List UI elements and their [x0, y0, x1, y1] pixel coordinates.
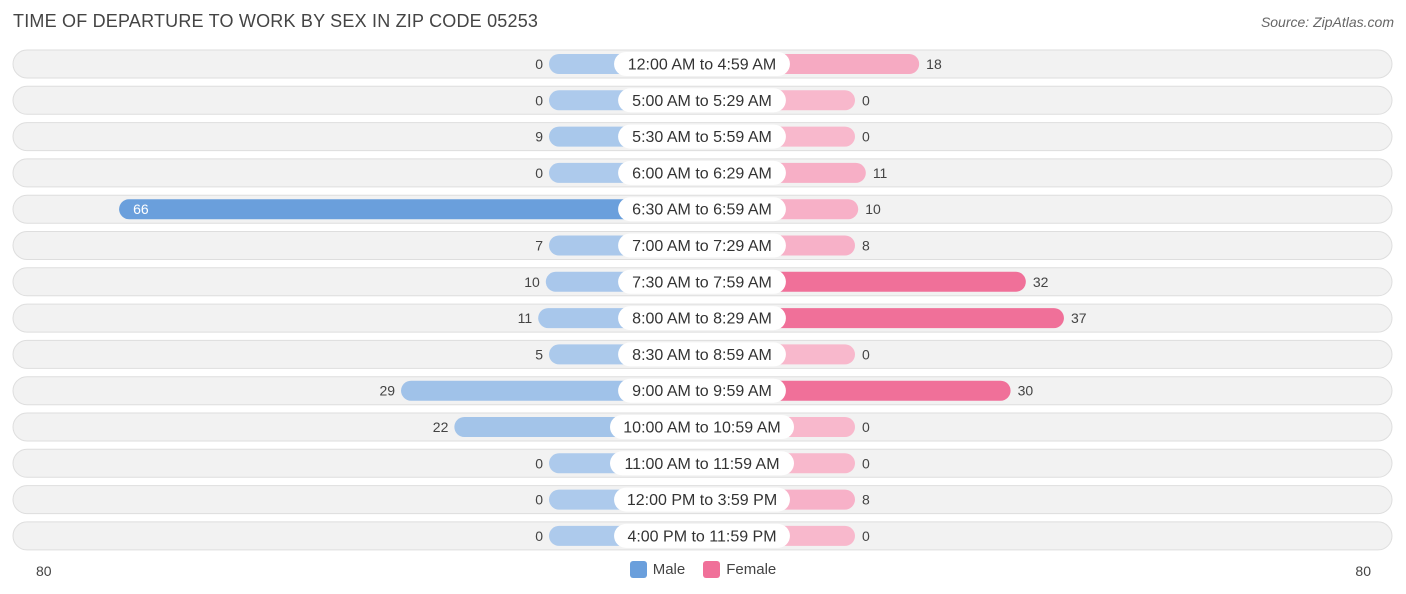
legend-item-female: Female — [703, 561, 776, 578]
category-label-background — [610, 415, 794, 439]
category-label: 6:30 AM to 6:59 AM — [632, 202, 772, 219]
data-label-female: 30 — [1018, 383, 1034, 399]
data-label-male: 0 — [535, 455, 543, 471]
legend-label-male: Male — [652, 561, 686, 578]
category-label-background — [614, 523, 790, 548]
data-label-male: 5 — [535, 346, 543, 362]
data-label-male: 0 — [535, 92, 543, 108]
data-label-female: 18 — [926, 56, 942, 72]
axis-right-label: 80 — [1355, 563, 1371, 579]
data-label-male: 29 — [379, 383, 395, 399]
data-label-male: 0 — [535, 492, 543, 508]
data-label-male: 7 — [535, 238, 543, 254]
category-label-background — [618, 197, 786, 222]
category-label: 12:00 PM to 3:59 PM — [627, 492, 777, 509]
category-label: 8:00 AM to 8:29 AM — [632, 311, 772, 328]
data-label-male: 22 — [433, 419, 449, 435]
data-label-female: 0 — [862, 346, 870, 362]
category-label: 9:00 AM to 9:59 AM — [632, 383, 772, 400]
category-label: 6:00 AM to 6:29 AM — [632, 165, 772, 182]
category-label-background — [618, 306, 786, 331]
data-label-male: 9 — [535, 129, 543, 145]
category-label-background — [618, 160, 786, 185]
data-label-male: 11 — [518, 310, 533, 326]
data-label-female: 11 — [873, 165, 888, 181]
data-label-male: 0 — [535, 528, 543, 544]
category-label-background — [614, 52, 790, 76]
data-label-male: 10 — [524, 274, 540, 290]
axis-left-label: 80 — [36, 563, 52, 579]
legend-label-female: Female — [726, 561, 777, 578]
data-label-female: 0 — [862, 528, 870, 544]
data-label-female: 0 — [862, 419, 870, 435]
data-label-female: 8 — [862, 492, 870, 508]
data-label-female: 8 — [862, 238, 870, 254]
legend: Male Female — [0, 561, 1406, 578]
category-label-background — [618, 88, 786, 113]
data-label-female: 10 — [865, 201, 881, 217]
bar-female — [702, 308, 1064, 329]
category-label: 8:30 AM to 8:59 AM — [632, 347, 772, 364]
category-label-background — [618, 378, 786, 403]
category-label: 10:00 AM to 10:59 AM — [623, 420, 780, 437]
legend-item-male: Male — [629, 561, 686, 578]
legend-swatch-female — [703, 561, 721, 578]
category-label: 12:00 AM to 4:59 AM — [628, 57, 777, 74]
source-label: Source: ZipAtlas.com — [1260, 14, 1394, 30]
data-label-male: 66 — [133, 201, 149, 217]
category-label-background — [618, 233, 786, 258]
chart-title: TIME OF DEPARTURE TO WORK BY SEX IN ZIP … — [13, 11, 539, 31]
category-label: 11:00 AM to 11:59 AM — [624, 456, 779, 473]
category-label: 4:00 PM to 11:59 PM — [627, 528, 776, 545]
data-label-female: 32 — [1033, 274, 1049, 290]
data-label-female: 0 — [862, 92, 870, 108]
data-label-male: 0 — [535, 165, 543, 181]
data-label-male: 0 — [535, 56, 543, 72]
data-label-female: 0 — [862, 455, 870, 471]
category-label-background — [618, 269, 786, 294]
category-label-background — [618, 124, 786, 149]
category-label-background — [618, 342, 786, 367]
category-label-background — [614, 487, 790, 512]
category-label: 5:30 AM to 5:59 AM — [632, 129, 772, 146]
bar-male — [119, 199, 702, 220]
category-label: 5:00 AM to 5:29 AM — [632, 93, 772, 110]
category-label-background — [610, 451, 794, 476]
legend-swatch-male — [629, 561, 647, 578]
data-label-female: 37 — [1071, 310, 1087, 326]
data-label-female: 0 — [862, 129, 870, 145]
category-label: 7:30 AM to 7:59 AM — [632, 274, 772, 291]
category-label: 7:00 AM to 7:29 AM — [632, 238, 772, 255]
